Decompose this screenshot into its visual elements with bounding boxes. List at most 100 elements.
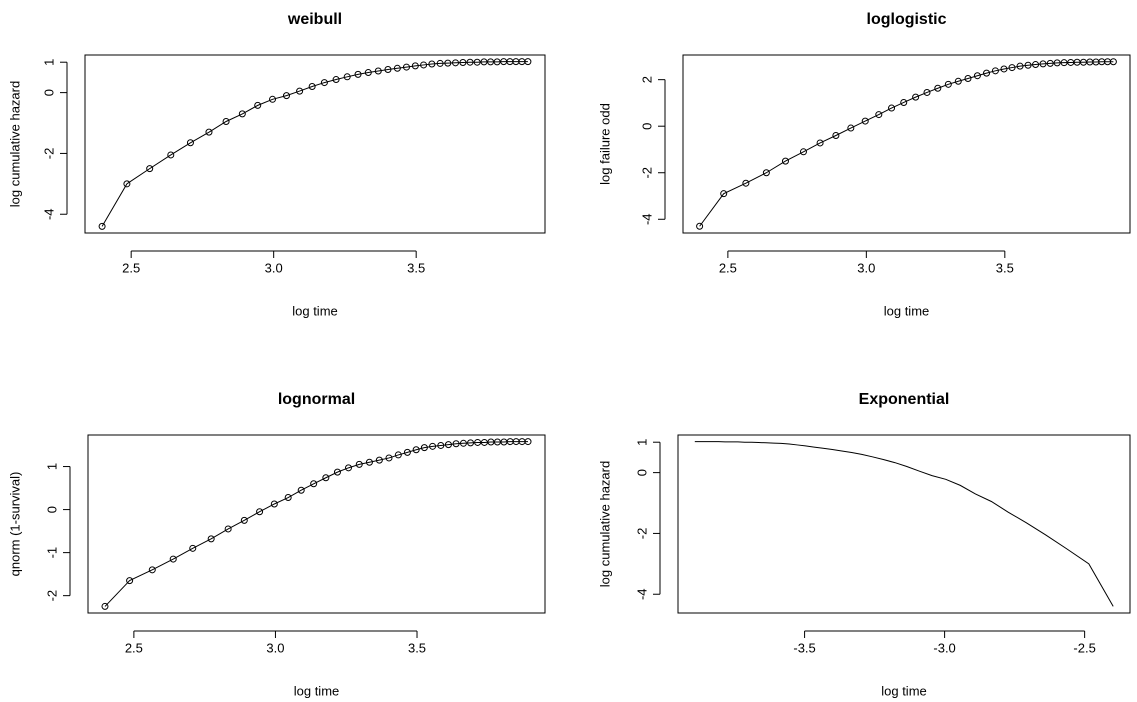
y-tick-label: 0 (41, 89, 56, 96)
plot-box (87, 434, 546, 614)
data-point (437, 441, 445, 449)
panel: weibull log time log cumulative hazard 2.5 3… (7, 11, 546, 318)
data-point (954, 77, 962, 85)
data-point (459, 59, 467, 67)
data-point (799, 148, 807, 156)
data-point (282, 92, 290, 100)
data-point (222, 117, 230, 125)
data-point (126, 577, 134, 585)
data-point (207, 535, 215, 543)
y-tick-label: -2 (44, 590, 59, 602)
data-point (148, 566, 156, 574)
panel-title: lognormal (278, 391, 355, 408)
data-point (256, 508, 264, 516)
data-point (254, 101, 262, 109)
data-point (493, 438, 501, 446)
y-axis-label: log cumulative hazard (7, 81, 22, 207)
data-point (296, 87, 304, 95)
data-point (1008, 64, 1016, 72)
y-tick-label: -1 (44, 547, 59, 559)
data-point (1039, 60, 1047, 68)
data-point (101, 602, 109, 610)
y-tick-label: 0 (44, 506, 59, 513)
data-point (781, 157, 789, 165)
data-point (944, 80, 952, 88)
data-point (297, 486, 305, 494)
data-point (888, 104, 896, 112)
panel: Exponential log time log cumulative hazard… (597, 391, 1131, 698)
data-point (493, 58, 501, 66)
data-point (696, 222, 704, 230)
data-point (403, 448, 411, 456)
data-point (332, 76, 340, 84)
plot-box (84, 54, 546, 234)
x-tick-label: -3.0 (933, 640, 955, 655)
x-tick-label: 3.5 (408, 640, 426, 655)
y-axis-label: qnorm (1-survival) (7, 472, 22, 577)
y-tick-label: -2 (634, 528, 649, 540)
data-point (402, 63, 410, 71)
y-tick-label: 0 (639, 123, 654, 130)
y-axis-label: log cumulative hazard (597, 461, 612, 587)
y-axis-label: log failure odd (597, 103, 612, 185)
y-tick-label: 1 (44, 463, 59, 470)
data-point (343, 73, 351, 81)
data-point (1000, 65, 1008, 73)
data-point (169, 555, 177, 563)
panel-title: loglogistic (867, 11, 947, 28)
data-point (875, 111, 883, 119)
x-tick-label: 3.0 (266, 640, 284, 655)
x-tick-label: -3.5 (793, 640, 815, 655)
x-axis-label: log time (884, 303, 930, 318)
data-point (238, 110, 246, 118)
data-point (444, 441, 452, 449)
data-point (467, 439, 475, 447)
data-point (466, 58, 474, 66)
data-point (480, 58, 488, 66)
data-point (1016, 62, 1024, 70)
data-point (310, 480, 318, 488)
data-point (146, 165, 154, 173)
panel: lognormal log time qnorm (1-survival) 2.5 3.… (7, 391, 546, 698)
data-point (1053, 59, 1061, 67)
y-tick-label: -4 (41, 208, 56, 220)
x-tick-label: 3.0 (265, 260, 283, 275)
data-point (167, 151, 175, 159)
x-tick-label: 2.5 (122, 260, 140, 275)
y-tick-label: 0 (634, 469, 649, 476)
data-point (934, 84, 942, 92)
y-tick-label: -2 (639, 167, 654, 179)
data-point (1060, 59, 1068, 67)
data-point (420, 444, 428, 452)
plot-box (677, 434, 1131, 614)
data-point (412, 446, 420, 454)
data-line (699, 61, 1114, 227)
data-point (205, 128, 213, 136)
data-point (354, 70, 362, 78)
data-point (355, 460, 363, 468)
data-point (411, 62, 419, 70)
data-point (1032, 61, 1040, 69)
data-point (487, 438, 495, 446)
data-point (394, 451, 402, 459)
data-point (436, 59, 444, 67)
x-tick-label: 3.5 (996, 260, 1014, 275)
panel: loglogistic log time log failure odd 2.5 3.0… (597, 11, 1131, 318)
x-axis-label: log time (881, 683, 927, 698)
data-point (429, 442, 437, 450)
data-point (224, 525, 232, 533)
data-line (694, 441, 1114, 607)
data-point (189, 544, 197, 552)
data-point (832, 132, 840, 140)
data-line (104, 441, 529, 607)
data-point (762, 169, 770, 177)
data-point (375, 456, 383, 464)
y-tick-label: 1 (634, 439, 649, 446)
data-point (480, 438, 488, 446)
y-tick-label: 2 (639, 76, 654, 83)
x-tick-label: 2.5 (125, 640, 143, 655)
data-point (1024, 61, 1032, 69)
data-point (1046, 59, 1054, 67)
data-point (742, 179, 750, 187)
